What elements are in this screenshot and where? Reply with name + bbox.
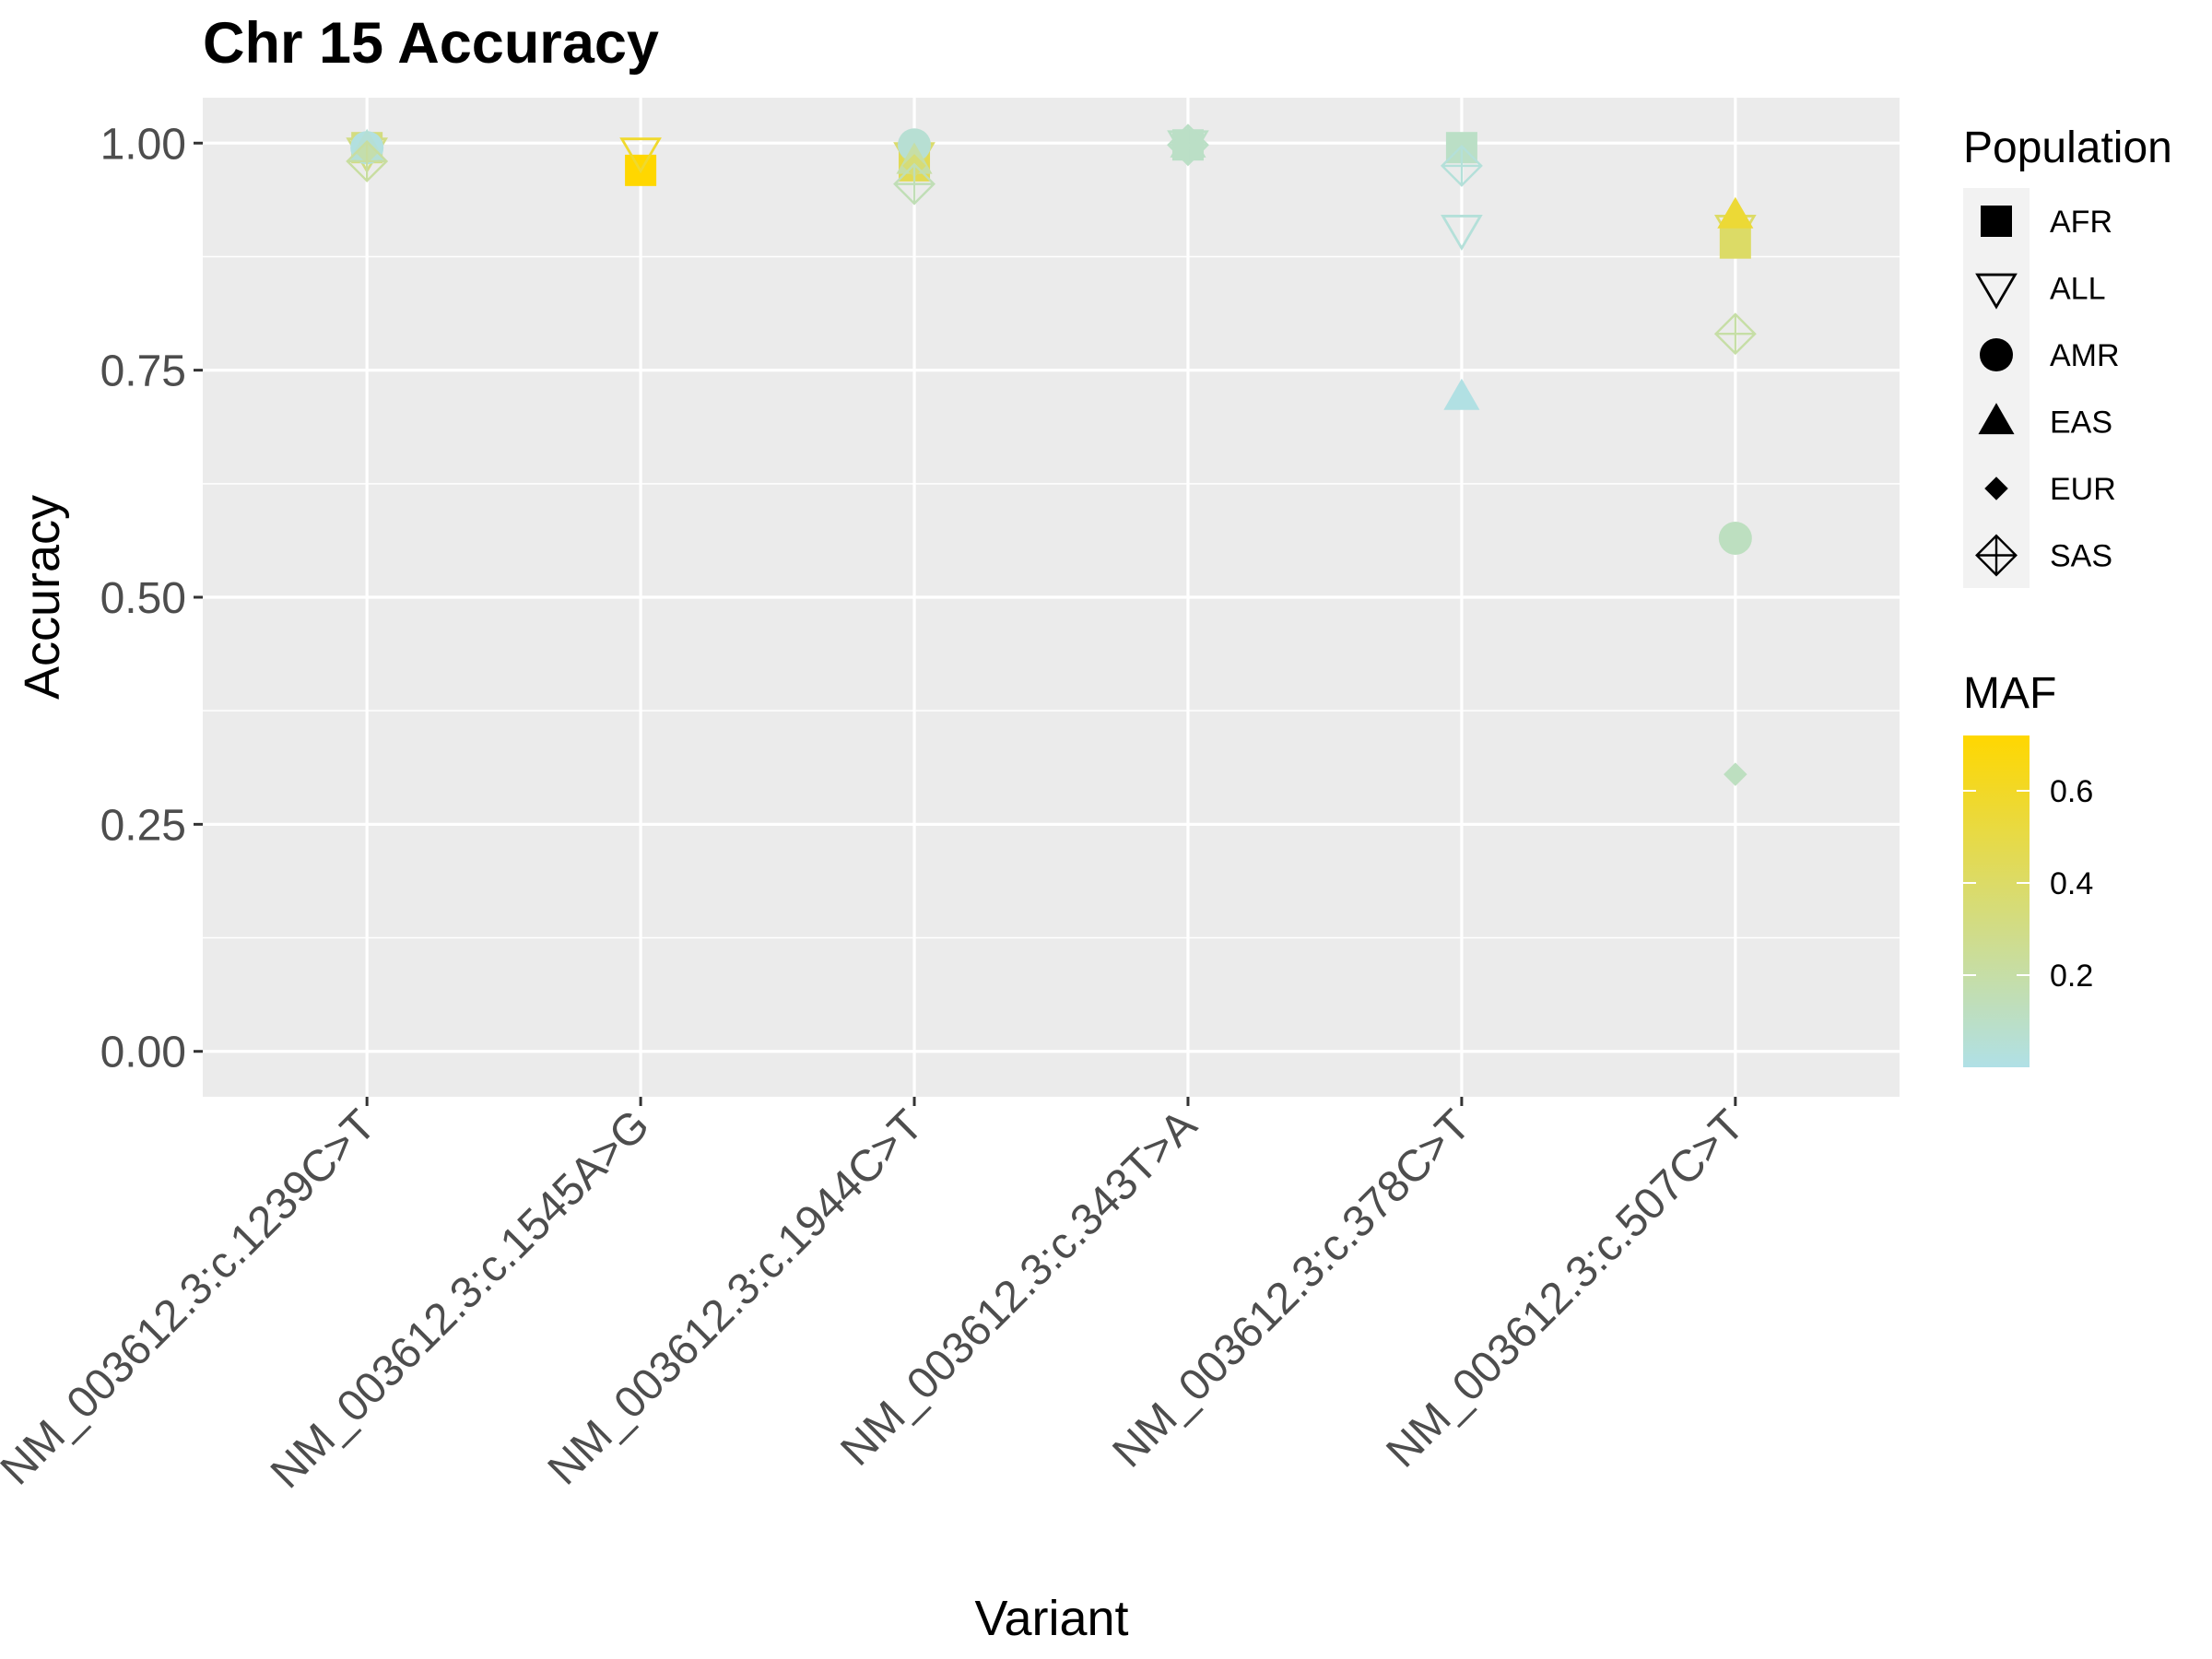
legend-label-all: ALL [2050,272,2106,307]
data-point-afr [1719,227,1751,259]
y-tick-label: 0.00 [100,1029,186,1077]
data-point-sas [1440,144,1483,187]
data-point-amr [1718,521,1752,555]
maf-tick-label: 0.2 [2050,959,2093,994]
data-point-all [1441,215,1483,252]
legend-label-amr: AMR [2050,338,2120,373]
y-axis: 0.00 0.25 0.50 0.75 1.00 [100,120,203,1077]
maf-legend-title: MAF [1963,669,2056,718]
grid-layer [203,98,1900,1097]
y-tick-label: 1.00 [100,120,186,169]
maf-tick-label: 0.6 [2050,774,2093,809]
legend-key-afr [1981,206,2012,237]
data-point-sas [893,162,935,206]
maf-colorbar [1963,735,2030,1067]
chart-title: Chr 15 Accuracy [203,11,659,76]
legend-key-sas [1975,534,2018,577]
data-point-sas [1713,312,1757,356]
x-axis: NM_003612.3:c.1239C>TNM_003612.3:c.1545A… [0,1097,1754,1498]
population-legend: Population AFR ALL AMR EAS EUR SAS [1963,124,2172,588]
legend-key-amr [1980,338,2013,371]
legend-label-eur: EUR [2050,472,2116,507]
data-point-sas [1167,124,1209,167]
population-legend-keys [1963,188,2030,588]
legend-key-all [1975,273,2018,310]
population-legend-title: Population [1963,124,2172,172]
y-axis-title: Accuracy [15,495,70,700]
data-point-eur [1724,762,1747,786]
data-point-eas [1443,378,1480,410]
maf-tick-label: 0.4 [2050,866,2093,901]
legend-key-eas [1978,403,2015,435]
y-tick-label: 0.75 [100,347,186,396]
y-tick-label: 0.25 [100,801,186,850]
data-points [346,124,1757,786]
data-point-eas [1717,196,1754,229]
legend-label-sas: SAS [2050,539,2112,574]
legend-label-eas: EAS [2050,406,2112,441]
legend-label-afr: AFR [2050,205,2112,240]
data-point-all [619,137,662,174]
maf-legend: MAF 0.2 0.4 0.6 [1963,669,2093,1067]
x-axis-title: Variant [974,1591,1128,1646]
legend-key-eur [1984,477,2008,500]
data-point-sas [346,140,389,182]
y-tick-label: 0.50 [100,574,186,623]
